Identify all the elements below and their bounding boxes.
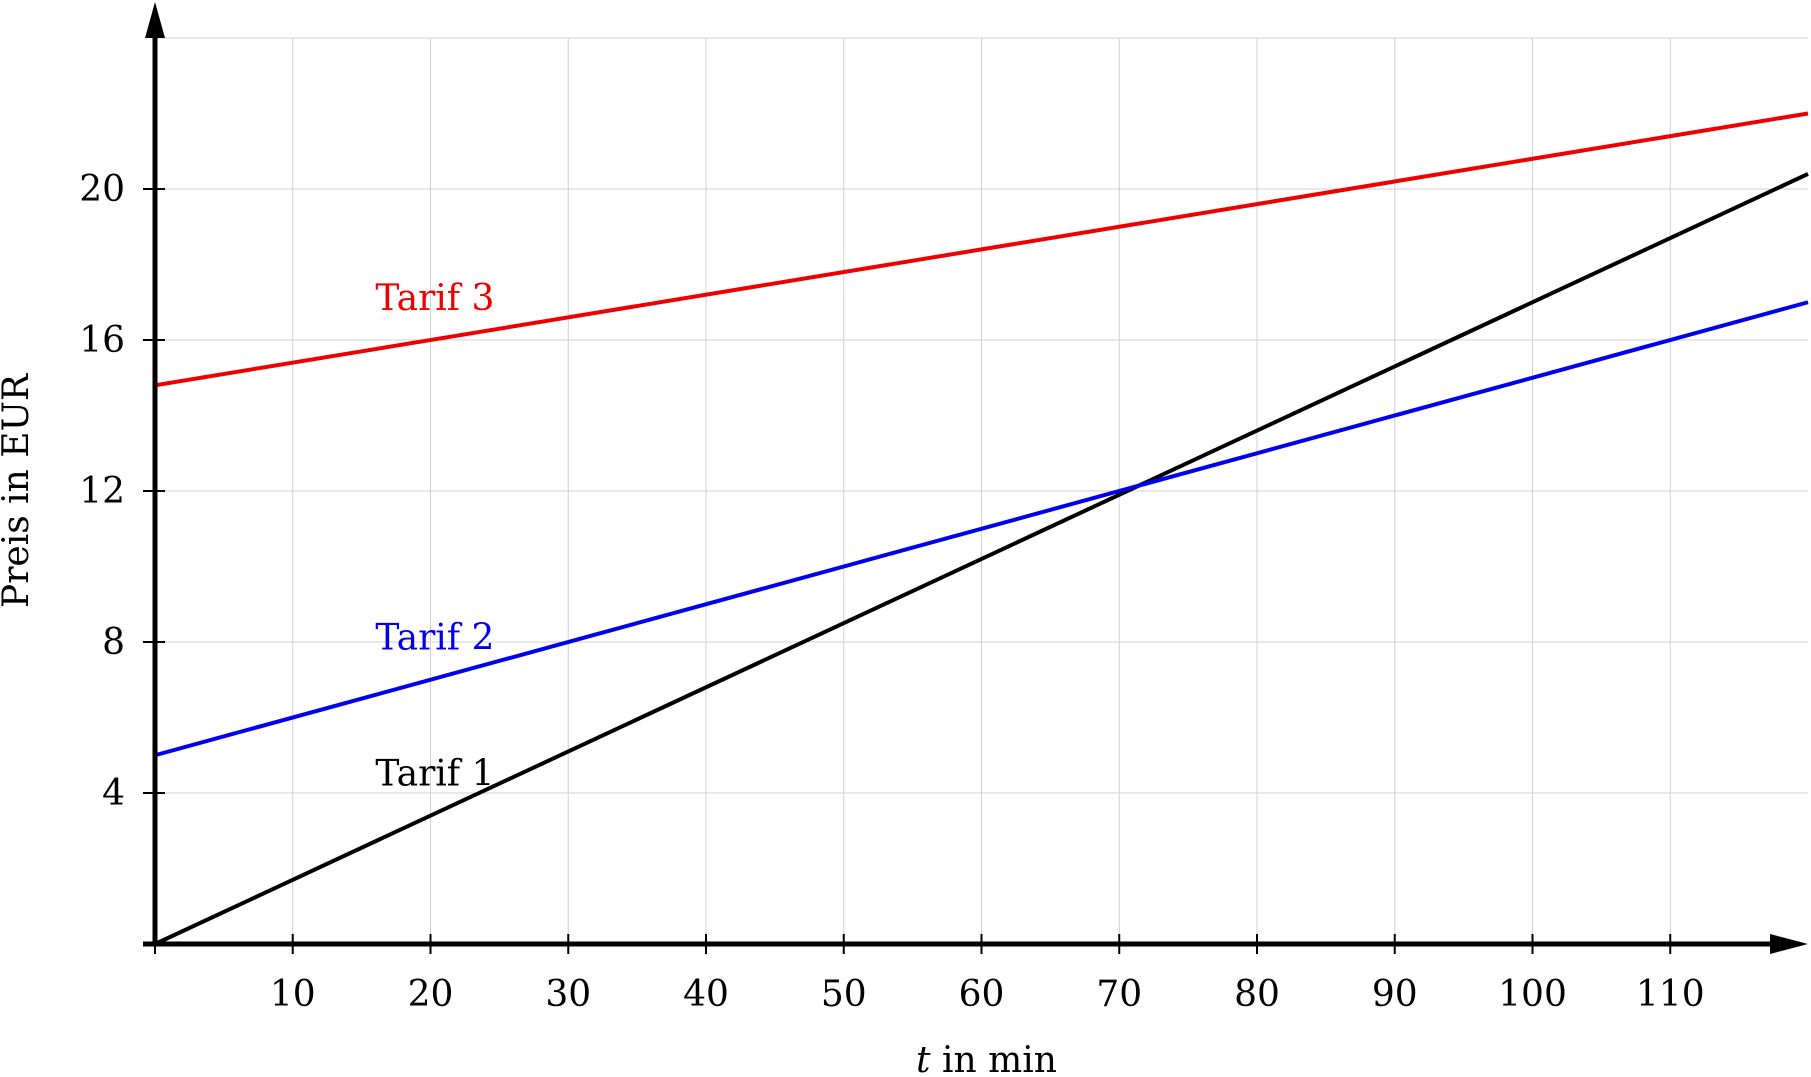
series-line-tarif-1 xyxy=(154,172,1809,946)
x-tick-label: 50 xyxy=(821,974,867,1015)
x-axis-variable: t xyxy=(916,1040,931,1077)
y-tick-label: 20 xyxy=(79,169,125,210)
x-tick-label: 90 xyxy=(1372,974,1418,1015)
x-tick-label: 10 xyxy=(270,974,316,1015)
y-tick-label: 4 xyxy=(102,773,125,814)
x-tick-label: 20 xyxy=(408,974,454,1015)
series-label-tarif-2: Tarif 2 xyxy=(375,618,494,659)
x-tick-label: 40 xyxy=(683,974,729,1015)
series-label-tarif-3: Tarif 3 xyxy=(375,278,494,319)
y-tick-label: 16 xyxy=(79,320,125,361)
x-tick-label: 110 xyxy=(1636,974,1705,1015)
x-tick-label: 70 xyxy=(1096,974,1142,1015)
grid xyxy=(155,37,1808,944)
series-labels: Tarif 1 Tarif 2 Tarif 3 xyxy=(375,278,494,795)
y-axis-title: Preis in EUR xyxy=(0,373,37,608)
series-lines xyxy=(154,111,1809,946)
x-tick-label: 100 xyxy=(1498,974,1567,1015)
series-line-tarif-2 xyxy=(154,300,1809,758)
x-tick-label: 60 xyxy=(959,974,1005,1015)
y-axis-arrowhead xyxy=(145,2,165,38)
x-tick-label: 30 xyxy=(545,974,591,1015)
axes xyxy=(143,2,1808,954)
y-tick-label: 12 xyxy=(79,471,125,512)
x-axis-title: t in min xyxy=(916,1040,1057,1077)
tick-labels: 10 20 30 40 50 60 70 80 90 100 110 4 8 12 16 20 xyxy=(79,169,1704,1015)
x-tick-label: 80 xyxy=(1234,974,1280,1015)
y-tick-label: 8 xyxy=(102,622,125,663)
series-label-tarif-1: Tarif 1 xyxy=(375,753,494,794)
series-line-tarif-3 xyxy=(154,111,1809,388)
x-axis-title-rest: in min xyxy=(931,1040,1057,1077)
x-axis-arrowhead xyxy=(1770,934,1808,954)
